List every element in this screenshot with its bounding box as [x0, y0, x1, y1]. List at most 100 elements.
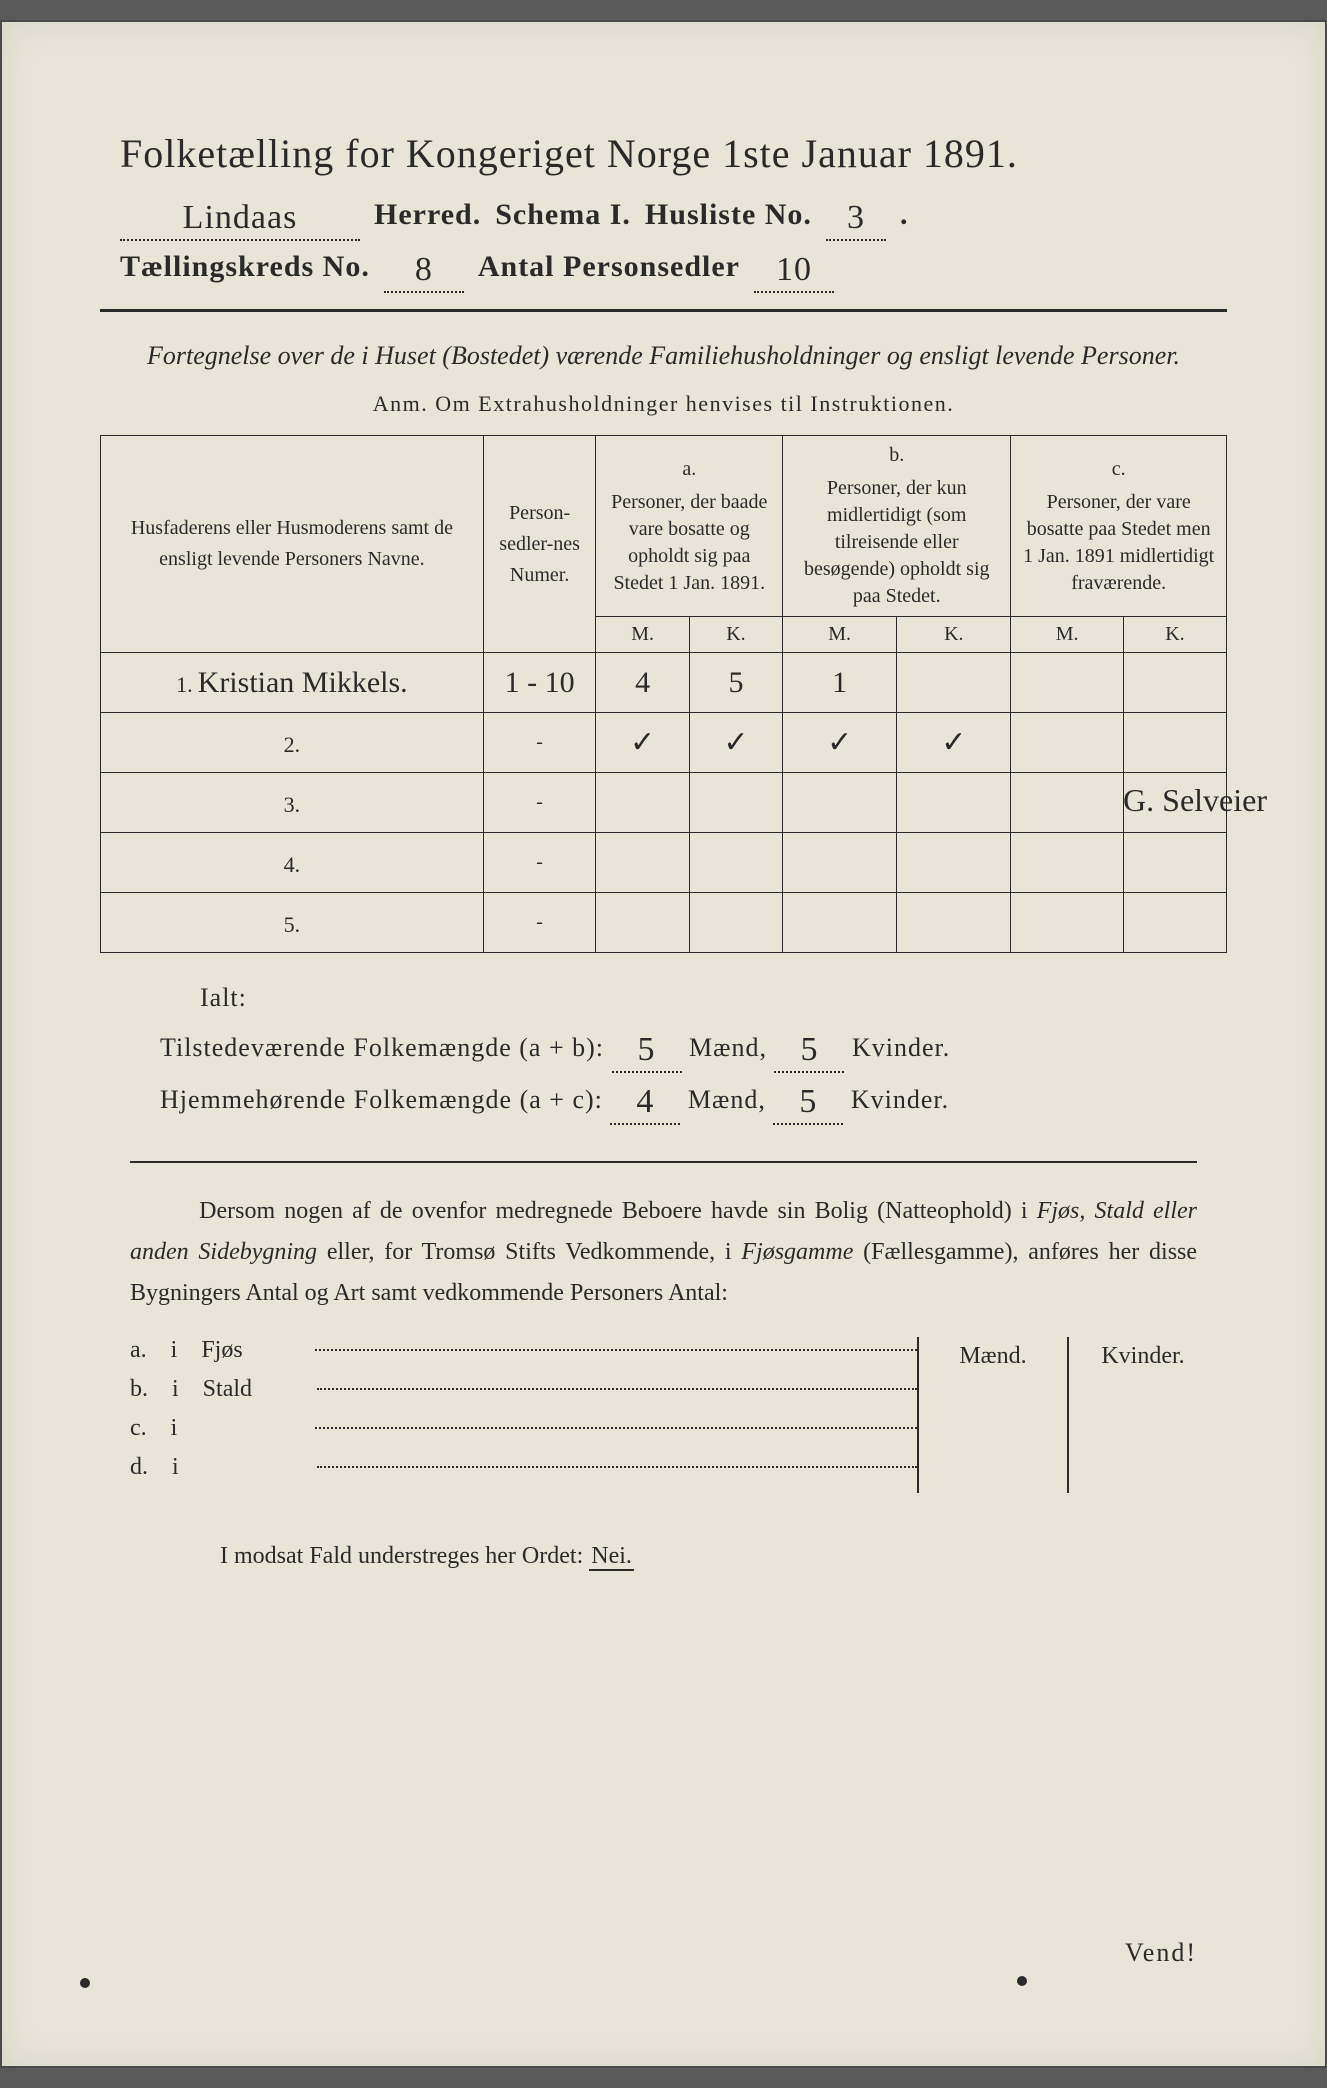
rule-2: [130, 1161, 1197, 1163]
byg-letter: b.: [130, 1376, 148, 1403]
kreds-value: 8: [384, 251, 464, 293]
row-name: 2.: [101, 713, 484, 773]
sum2-m-val: 4: [610, 1083, 680, 1125]
col-c-title: c. Personer, der vare bosatte paa Stedet…: [1011, 436, 1227, 617]
sum-line-2: Hjemmehørende Folkemængde (a + c): 4 Mæn…: [160, 1079, 1227, 1121]
sum2-k-label: Kvinder.: [851, 1085, 949, 1114]
row-cK: [1123, 893, 1226, 953]
row-cK: [1123, 833, 1226, 893]
row-aK: ✓: [689, 713, 782, 773]
ialt-label: Ialt:: [200, 983, 1227, 1013]
sum2-label: Hjemmehørende Folkemængde (a + c):: [160, 1085, 603, 1114]
row-name: 4.: [101, 833, 484, 893]
byg-letter: d.: [130, 1454, 148, 1481]
byg-dots: [315, 1349, 917, 1351]
byg-dots: [315, 1427, 917, 1429]
byg-label: Stald: [203, 1376, 293, 1403]
row-aM: 4: [596, 653, 689, 713]
row-aM: [596, 833, 689, 893]
bygning-row: d. i: [130, 1454, 917, 1481]
row-bK: [897, 773, 1011, 833]
rule-1: [100, 309, 1227, 312]
row-bK: ✓: [897, 713, 1011, 773]
dot-right: [1017, 1976, 1027, 1986]
byg-dots: [317, 1388, 917, 1390]
row-cM: [1011, 893, 1124, 953]
table-row: 4. -: [101, 833, 1227, 893]
antal-value: 10: [754, 251, 834, 293]
row-bM: 1: [783, 653, 897, 713]
sum1-k-label: Kvinder.: [852, 1033, 950, 1062]
table-row: 5. -: [101, 893, 1227, 953]
row-cM: [1011, 833, 1124, 893]
margin-note: G. Selveier: [1123, 782, 1267, 819]
kvinder-col: [1069, 1400, 1217, 1494]
census-page: Folketælling for Kongeriget Norge 1ste J…: [0, 20, 1327, 2068]
anm-text: Anm. Om Extrahusholdninger henvises til …: [100, 391, 1227, 417]
byg-dots: [317, 1466, 917, 1468]
row-bM: [783, 773, 897, 833]
row-bK: [897, 833, 1011, 893]
row-num: -: [483, 773, 596, 833]
kreds-label: Tællingskreds No.: [120, 250, 370, 284]
modsat-line: I modsat Fald understreges her Ordet: Ne…: [220, 1543, 1227, 1570]
byg-letter: a.: [130, 1337, 147, 1364]
row-aK: [689, 773, 782, 833]
row-name: 3.: [101, 773, 484, 833]
bygning-row: a. i Fjøs: [130, 1337, 917, 1364]
c-k: K.: [1123, 617, 1226, 653]
row-aK: [689, 833, 782, 893]
row-name: 1. Kristian Mikkels.: [101, 653, 484, 713]
sum1-k-val: 5: [774, 1031, 844, 1073]
col-b-title: b. Personer, der kun midlertidigt (som t…: [783, 436, 1011, 617]
sum1-label: Tilstedeværende Folkemængde (a + b):: [160, 1033, 604, 1062]
dersom-t1: Dersom nogen af de ovenfor medregnede Be…: [199, 1198, 1037, 1224]
byg-i: i: [172, 1454, 179, 1481]
byg-i: i: [172, 1376, 179, 1403]
bygning-left: a. i Fjøs b. i Stald c.i d. i: [130, 1337, 917, 1493]
byg-i: i: [171, 1415, 178, 1442]
row-cM: [1011, 713, 1124, 773]
page-title: Folketælling for Kongeriget Norge 1ste J…: [100, 130, 1227, 177]
husliste-dot: .: [900, 198, 909, 232]
bygning-right: Mænd. Kvinder.: [917, 1337, 1217, 1493]
header-row-1: Lindaas Herred. Schema I. Husliste No. 3…: [100, 195, 1227, 237]
col-a-letter: a.: [604, 456, 774, 483]
col-a-text: Personer, der baade vare bosatte og opho…: [604, 489, 774, 597]
row-bM: [783, 833, 897, 893]
sum2-m-label: Mænd,: [688, 1085, 766, 1114]
col-a-title: a. Personer, der baade vare bosatte og o…: [596, 436, 783, 617]
husliste-label: Husliste No.: [645, 198, 812, 232]
antal-label: Antal Personsedler: [478, 250, 740, 284]
byg-label: Fjøs: [201, 1337, 291, 1364]
modsat-nei: Nei.: [589, 1543, 634, 1571]
sum2-k-val: 5: [773, 1083, 843, 1125]
table-row: 1. Kristian Mikkels.1 - 10451: [101, 653, 1227, 713]
row-aM: [596, 893, 689, 953]
bygning-row: b. i Stald: [130, 1376, 917, 1403]
bygning-row: c.i: [130, 1415, 917, 1442]
row-num: 1 - 10: [483, 653, 596, 713]
herred-label: Herred.: [374, 198, 481, 232]
row-bK: [897, 653, 1011, 713]
schema-label: Schema I.: [495, 198, 631, 232]
a-m: M.: [596, 617, 689, 653]
row-bM: ✓: [783, 713, 897, 773]
col-c-letter: c.: [1019, 456, 1218, 483]
row-cK: [1123, 653, 1226, 713]
husliste-value: 3: [826, 199, 886, 241]
maend-col: [919, 1400, 1067, 1494]
b-m: M.: [783, 617, 897, 653]
row-aK: 5: [689, 653, 782, 713]
row-aM: [596, 773, 689, 833]
dersom-t2: eller, for Tromsø Stifts Vedkommende, i: [327, 1239, 742, 1265]
table-row: 2. -✓✓✓✓: [101, 713, 1227, 773]
row-num: -: [483, 893, 596, 953]
row-cM: [1011, 773, 1124, 833]
row-aK: [689, 893, 782, 953]
sum-line-1: Tilstedeværende Folkemængde (a + b): 5 M…: [160, 1027, 1227, 1069]
maend-head: Mænd.: [919, 1337, 1067, 1399]
modsat-text: I modsat Fald understreges her Ordet:: [220, 1543, 589, 1569]
byg-i: i: [171, 1337, 178, 1364]
col-b-letter: b.: [791, 442, 1002, 469]
